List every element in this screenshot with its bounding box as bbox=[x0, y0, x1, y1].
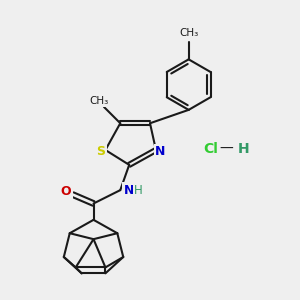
Text: H: H bbox=[238, 142, 249, 155]
Text: CH₃: CH₃ bbox=[90, 96, 109, 106]
Text: CH₃: CH₃ bbox=[179, 28, 198, 38]
Text: S: S bbox=[97, 145, 106, 158]
Text: Cl: Cl bbox=[203, 142, 218, 155]
Text: N: N bbox=[155, 145, 166, 158]
Text: O: O bbox=[61, 184, 71, 197]
Text: N: N bbox=[123, 184, 134, 196]
Text: H: H bbox=[134, 184, 143, 196]
Text: —: — bbox=[219, 142, 233, 155]
